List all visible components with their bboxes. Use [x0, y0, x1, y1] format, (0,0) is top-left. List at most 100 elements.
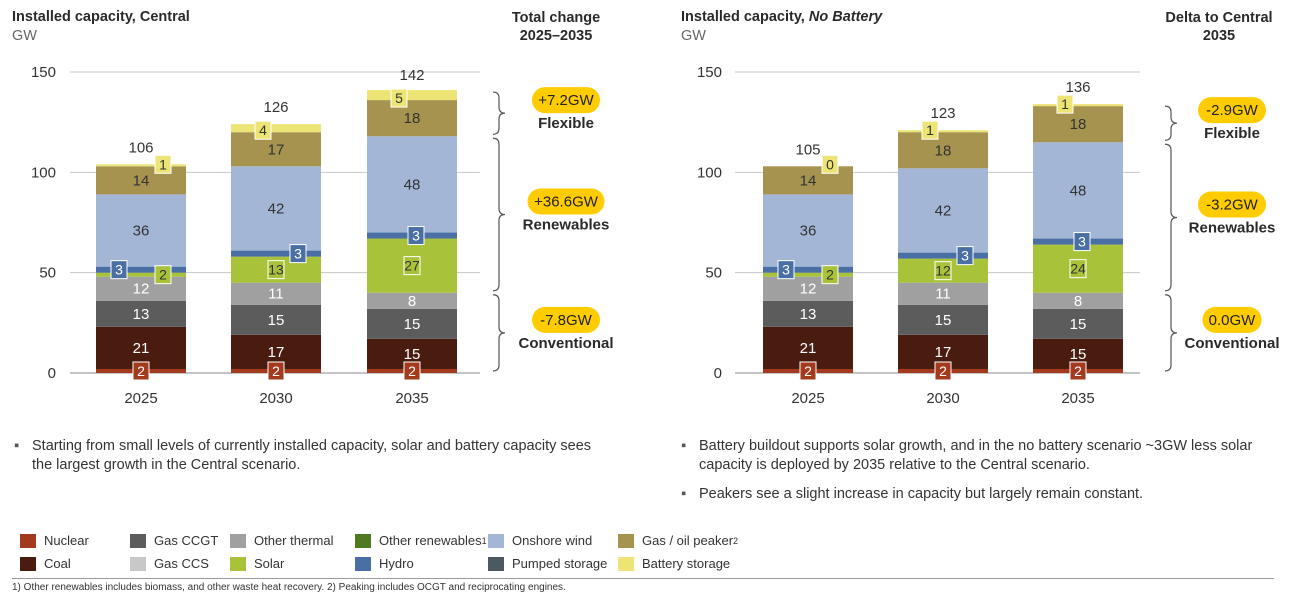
- badge-battery-storage: [254, 120, 272, 140]
- badge-solar: [821, 265, 839, 285]
- data-label: 15: [404, 316, 421, 333]
- bar-segment-gas-ccgt: [367, 308, 457, 339]
- bar-segment-other-thermal: [1033, 292, 1123, 309]
- legend-label: Pumped storage: [512, 556, 608, 571]
- total-label: 142: [399, 67, 424, 84]
- group-name: Conventional: [1184, 335, 1279, 352]
- badge-nuclear: [403, 361, 421, 381]
- bar-segment-battery-storage: [367, 90, 457, 101]
- delta-callout: [1198, 191, 1266, 218]
- legend-label: Other thermal: [254, 533, 334, 548]
- badge-label: 4: [259, 122, 267, 138]
- y-tick-label: 150: [697, 64, 722, 81]
- badge-label: 2: [137, 363, 145, 379]
- data-label: 11: [935, 286, 951, 303]
- data-label: 21: [800, 340, 817, 357]
- total-label: 106: [128, 139, 153, 156]
- bar-segment-other-thermal: [231, 282, 321, 305]
- data-label: 36: [800, 223, 817, 240]
- legend-swatch: [20, 533, 36, 548]
- bar-segment-onshore-wind: [763, 194, 853, 267]
- right-side-title-line2: 2035: [1202, 28, 1236, 44]
- badge-hydro: [289, 244, 307, 264]
- y-tick-label: 150: [31, 64, 56, 81]
- x-tick-label: 2025: [791, 390, 824, 407]
- right-bullet: Peakers see a slight increase in capacit…: [681, 485, 1281, 504]
- legend-item-battery-storage: Battery storage: [618, 556, 730, 571]
- legend-footnote-marker: 2: [733, 535, 739, 546]
- badge-hydro: [777, 260, 795, 280]
- delta-value: 0.0GW: [1209, 312, 1257, 329]
- left-chart-title: Installed capacity, Central: [12, 9, 190, 25]
- group-brace: [1164, 105, 1178, 141]
- left-bullet: Starting from small levels of currently …: [14, 437, 614, 475]
- legend-label: Gas CCS: [154, 556, 209, 571]
- legend-item-hydro: Hydro: [355, 556, 414, 571]
- badge-label: 2: [408, 363, 416, 379]
- bar-segment-gas-oil-peaker: [231, 132, 321, 167]
- bar-segment-onshore-wind: [231, 166, 321, 251]
- badge-nuclear: [799, 361, 817, 381]
- footnote: 1) Other renewables includes biomass, an…: [12, 582, 566, 593]
- y-tick-label: 100: [697, 164, 722, 181]
- data-label: 42: [935, 202, 952, 219]
- total-label: 136: [1065, 79, 1090, 96]
- left-side-title-line2: 2025–2035: [519, 28, 593, 44]
- bar-segment-gas-oil-peaker: [367, 100, 457, 137]
- bar-segment-gas-ccgt: [231, 304, 321, 335]
- badge-label: 5: [395, 90, 403, 106]
- group-brace: [492, 91, 506, 135]
- group-name: Renewables: [523, 216, 610, 233]
- y-tick-label: 50: [705, 265, 722, 282]
- bar-segment-battery-storage: [96, 164, 186, 167]
- legend-item-gas-oil-peaker: Gas / oil peaker 2: [618, 533, 738, 548]
- bar-segment-battery-storage: [231, 124, 321, 133]
- delta-value: -7.8GW: [540, 312, 593, 329]
- bar-segment-onshore-wind: [1033, 142, 1123, 239]
- legend-item-pumped-storage: Pumped storage: [488, 556, 607, 571]
- data-label: 15: [1070, 316, 1087, 333]
- badge-hydro: [956, 246, 974, 266]
- legend-item-other-renewables: Other renewables 1: [355, 533, 487, 548]
- bar-segment-solar: [96, 272, 186, 277]
- badge-label: 3: [782, 262, 790, 278]
- right-stacked-bar-chart: 0501001502113123614223010520251715114218…: [697, 64, 1280, 407]
- badge-battery-storage: [821, 154, 839, 174]
- footnote-divider: [12, 578, 1274, 579]
- bar-segment-onshore-wind: [898, 168, 988, 253]
- bar-segment-gas-oil-peaker: [898, 132, 988, 169]
- right-chart-title-prefix: Installed capacity,: [681, 9, 809, 25]
- badge-hydro: [407, 226, 425, 246]
- data-label: 12: [133, 281, 150, 298]
- legend-swatch: [618, 533, 634, 548]
- legend-footnote-marker: 1: [481, 535, 487, 546]
- legend: Nuclear Gas CCGT Other thermal Other renewa…: [20, 533, 780, 575]
- bar-segment-gas-ccgt: [96, 300, 186, 327]
- badge-battery-storage: [1056, 94, 1074, 114]
- data-label: 15: [404, 346, 421, 363]
- legend-swatch: [230, 556, 246, 571]
- data-label: 42: [268, 200, 285, 217]
- bar-segment-onshore-wind: [367, 136, 457, 233]
- legend-label: Gas CCGT: [154, 533, 219, 548]
- data-label: 13: [800, 306, 817, 323]
- total-label: 105: [795, 141, 820, 158]
- total-label: 123: [930, 105, 955, 122]
- legend-label: Onshore wind: [512, 533, 593, 548]
- badge-label: 0: [826, 156, 834, 172]
- data-label: 15: [268, 312, 285, 329]
- data-label: 18: [404, 110, 421, 127]
- right-chart-unit: GW: [681, 28, 706, 44]
- badge-solar: [403, 256, 421, 276]
- badge-label: 2: [826, 267, 834, 283]
- group-name: Conventional: [518, 335, 613, 352]
- delta-callout: [532, 87, 600, 114]
- right-chart-title-emphasis: No Battery: [808, 9, 883, 25]
- badge-label: 1: [926, 122, 934, 138]
- badge-label: 2: [804, 363, 812, 379]
- bar-segment-hydro: [96, 266, 186, 273]
- group-brace: [492, 294, 506, 372]
- badge-label: 3: [294, 246, 302, 262]
- badge-label: 12: [935, 263, 951, 279]
- badge-solar: [1069, 259, 1087, 279]
